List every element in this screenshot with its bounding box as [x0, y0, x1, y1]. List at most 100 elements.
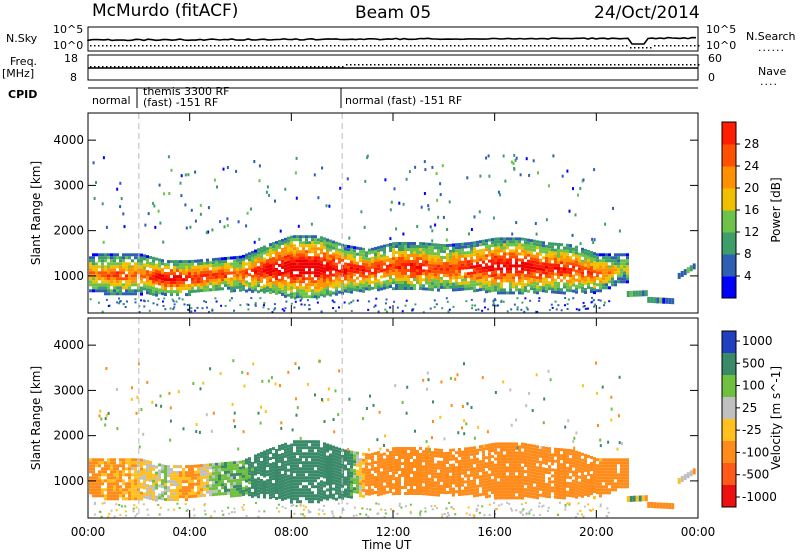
power-cell-2452 — [162, 240, 165, 244]
power-cell-255 — [152, 268, 155, 272]
power-cell-2792 — [567, 298, 570, 301]
power-cell-2198 — [569, 262, 572, 266]
power-cell-222 — [143, 269, 146, 273]
power-cell-1581 — [446, 268, 449, 271]
power-cell-446 — [206, 285, 209, 289]
power-cell-709 — [275, 250, 278, 253]
power-cell-1046 — [329, 290, 332, 294]
power-cell-2312 — [596, 262, 599, 266]
power-cell-31 — [95, 280, 98, 284]
power-cell-1561 — [440, 285, 443, 289]
velocity-cell-153 — [128, 464, 131, 468]
power-cell-323 — [170, 290, 173, 294]
power-cell-2470 — [393, 187, 396, 191]
velocity-cell-1549 — [446, 476, 449, 479]
velocity-cell-1724 — [485, 471, 488, 475]
power-cell-2799 — [262, 306, 265, 309]
power-cell-1062 — [335, 241, 338, 245]
velocity-cell-529 — [233, 494, 236, 498]
velocity-cell-66 — [107, 458, 110, 462]
velocity-cell-618 — [257, 489, 260, 493]
velocity-cell-1048 — [335, 479, 338, 483]
velocity-cell-1446 — [425, 459, 428, 463]
power-cell-495 — [221, 275, 224, 279]
nave-dot — [654, 64, 656, 66]
velocity-cell-756 — [284, 496, 287, 500]
velocity-cell-998 — [326, 476, 329, 480]
velocity-cell-1768 — [494, 463, 497, 467]
velocity-cell-1339 — [401, 468, 404, 471]
velocity-cell-1020 — [329, 495, 332, 499]
velocity-cell-347 — [179, 492, 182, 496]
power-cell-2483 — [442, 215, 445, 219]
power-cell-1776 — [485, 290, 488, 294]
power-cell-1071 — [335, 271, 338, 275]
velocity-cell-601 — [254, 478, 257, 482]
power-cell-2151 — [557, 291, 560, 294]
power-cell-2616 — [393, 300, 396, 303]
power-cell-93 — [110, 280, 113, 284]
power-cell-1639 — [458, 264, 461, 267]
velocity-cell-376 — [188, 489, 191, 493]
power-cell-2620 — [593, 305, 596, 308]
power-cell-2448 — [427, 207, 430, 211]
power-cell-1956 — [521, 267, 524, 271]
power-cell-1061 — [332, 291, 335, 295]
power-cell-1925 — [515, 258, 518, 262]
velocity-cell-604 — [254, 487, 257, 491]
power-cell-783 — [287, 266, 290, 270]
velocity-cell-492 — [224, 474, 227, 477]
power-cell-1374 — [404, 242, 407, 245]
velocity-cell-1589 — [455, 484, 458, 488]
power-cell-1175 — [356, 288, 359, 292]
power-cell-733 — [278, 281, 281, 285]
nave-dot — [266, 66, 268, 68]
power-cell-2049 — [539, 249, 542, 253]
power-cell-2179 — [566, 246, 569, 250]
power-cell-61 — [104, 265, 107, 269]
power-cell-925 — [311, 247, 314, 251]
power-cell-2341 — [602, 283, 605, 287]
power-cell-936 — [311, 292, 314, 296]
velocity-cell-1753 — [491, 461, 494, 465]
power-cell-1454 — [419, 272, 422, 275]
power-cell-1589 — [449, 252, 452, 256]
velocity-cell-234 — [146, 484, 149, 488]
power-cell-2134 — [554, 287, 557, 291]
power-cell-962 — [317, 256, 320, 260]
power-cell-277 — [158, 264, 161, 268]
power-cell-285 — [158, 291, 161, 295]
power-cell-174 — [131, 265, 134, 269]
velocity-cell-1154 — [359, 458, 362, 462]
power-cell-2514 — [190, 208, 193, 212]
power-cell-1667 — [464, 266, 467, 270]
velocity-cell-1320 — [398, 450, 401, 453]
power-cell-1765 — [485, 254, 488, 258]
power-cell-2311 — [596, 259, 599, 263]
nsearch-dot — [302, 45, 304, 47]
velocity-cell-701 — [275, 482, 278, 485]
velocity-cell-161 — [128, 488, 131, 492]
power-cell-211 — [140, 271, 143, 275]
power-cell-1769 — [485, 269, 488, 273]
velocity-cell-339 — [179, 465, 182, 469]
velocity-cell-1488 — [434, 448, 437, 452]
velocity-cell-1174 — [362, 479, 365, 483]
power-cell-1150 — [350, 287, 353, 291]
velocity-cell-1466 — [428, 471, 431, 475]
velocity-cell-1036 — [332, 496, 335, 500]
power-cell-423 — [200, 277, 203, 281]
power-cell-1955 — [521, 264, 524, 268]
power-cell-513 — [227, 271, 230, 275]
velocity-cell-1010 — [329, 465, 332, 469]
power-cell-1189 — [362, 247, 365, 251]
velocity-cell-575 — [248, 466, 251, 470]
power-cell-1812 — [494, 252, 497, 256]
velocity-cell-1119 — [350, 468, 353, 472]
nave-dot — [690, 64, 692, 66]
power-cell-450 — [209, 270, 212, 274]
power-cell-1544 — [437, 276, 440, 280]
nave-dot — [626, 64, 628, 66]
power-cell-630 — [257, 281, 260, 285]
power-cell-780 — [287, 257, 290, 261]
